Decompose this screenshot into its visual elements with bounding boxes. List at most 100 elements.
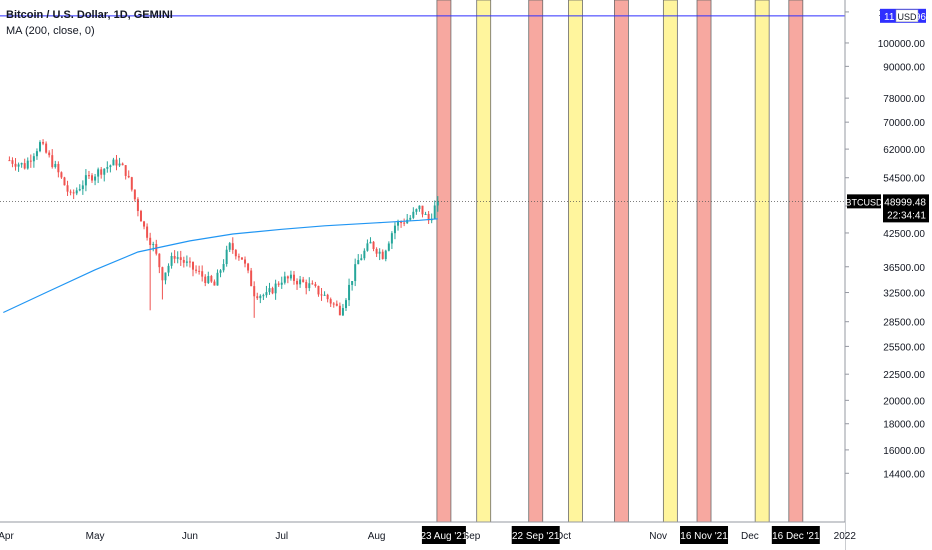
candle-body <box>403 222 406 224</box>
candle-body <box>69 191 72 193</box>
candle-body <box>78 189 81 191</box>
last-price-value: 48999.48 <box>884 197 926 208</box>
candle-body <box>277 283 280 285</box>
x-tick-label: Jun <box>182 531 198 542</box>
candle-body <box>393 225 396 234</box>
red-band <box>788 0 804 523</box>
candle-body <box>216 272 219 286</box>
candle-body <box>436 201 439 206</box>
candle-body <box>11 160 14 164</box>
date-label: 22 Sep '21 <box>512 531 560 542</box>
yellow-band <box>568 0 583 523</box>
candle-body <box>121 163 124 166</box>
date-label-box <box>771 526 820 544</box>
candle-body <box>400 222 403 224</box>
candle-body <box>268 288 271 293</box>
candle-body <box>146 226 149 238</box>
candle-body <box>91 175 94 181</box>
x-tick-label: Dec <box>741 531 759 542</box>
candle-body <box>409 217 412 220</box>
candle-body <box>234 250 237 257</box>
x-tick-label: 2022 <box>834 531 857 542</box>
candle-body <box>170 255 173 266</box>
candle-body <box>259 295 262 299</box>
candle-body <box>195 269 198 271</box>
candle-body <box>20 163 23 165</box>
y-tick-label: 36500.00 <box>883 263 925 274</box>
candle-body <box>127 175 130 178</box>
currency-box <box>895 9 919 23</box>
candle-body <box>360 258 363 261</box>
candle-body <box>179 257 182 260</box>
candle-body <box>329 299 332 304</box>
symbol-tag-label: BTCUSD <box>845 197 883 207</box>
candle-body <box>115 159 118 166</box>
plot-area <box>0 0 845 522</box>
y-tick-label: 20000.00 <box>883 396 925 407</box>
candle-body <box>265 292 268 296</box>
y-tick-label: 42500.00 <box>883 229 925 240</box>
candle-body <box>164 272 167 281</box>
candle-body <box>397 222 400 226</box>
candle-body <box>176 257 179 259</box>
x-tick-label: Apr <box>0 531 14 542</box>
candle-body <box>201 271 204 277</box>
candle-body <box>256 296 259 299</box>
candle-body <box>231 243 234 251</box>
candle-body <box>363 250 366 259</box>
y-tick-label: 14400.00 <box>883 469 925 480</box>
candle-body <box>72 192 75 194</box>
y-tick-label: 32500.00 <box>883 289 925 300</box>
candle-body <box>225 249 228 265</box>
candle-body <box>60 172 63 178</box>
x-tick-label: Aug <box>368 531 386 542</box>
currency-label: USD <box>897 12 917 22</box>
candle-body <box>244 259 247 264</box>
candle-body <box>228 243 231 250</box>
candle-body <box>23 163 26 169</box>
candle-body <box>357 260 360 265</box>
candle-body <box>299 279 302 285</box>
candle-body <box>262 295 265 297</box>
indicator-label[interactable]: MA (200, close, 0) <box>6 25 95 37</box>
candle-body <box>106 167 109 169</box>
candle-body <box>155 244 158 254</box>
candle-body <box>433 205 436 219</box>
candle-body <box>390 233 393 244</box>
candle-body <box>136 199 139 211</box>
candle-body <box>207 276 210 283</box>
candle-body <box>271 288 274 294</box>
candle-body <box>158 253 161 268</box>
y-tick-label: 22500.00 <box>883 370 925 381</box>
candle-body <box>97 169 100 177</box>
candle-body <box>81 185 84 190</box>
candle-body <box>103 168 106 175</box>
candle-body <box>32 156 35 162</box>
y-tick-label: 28500.00 <box>883 318 925 329</box>
candle-body <box>280 282 283 285</box>
candle-body <box>412 211 415 218</box>
candle-body <box>188 261 191 263</box>
candle-body <box>192 261 194 270</box>
candle-body <box>274 283 277 294</box>
candle-body <box>311 283 314 285</box>
y-tick-label: 25500.00 <box>883 342 925 353</box>
x-tick-label: Oct <box>555 531 571 542</box>
candle-body <box>143 221 146 227</box>
candle-body <box>250 270 253 287</box>
y-tick-label: 62000.00 <box>883 145 925 156</box>
candle-body <box>51 155 54 168</box>
candle-body <box>29 160 32 162</box>
candle-body <box>173 255 176 259</box>
candle-body <box>354 264 357 282</box>
candle-body <box>247 263 250 271</box>
candle-body <box>381 251 384 260</box>
symbol-title[interactable]: Bitcoin / U.S. Dollar, 1D, GEMINI <box>6 9 173 21</box>
candle-body <box>66 185 69 192</box>
candle-body <box>384 250 387 260</box>
candle-body <box>17 164 20 167</box>
candle-body <box>48 152 51 156</box>
candle-body <box>427 213 430 221</box>
